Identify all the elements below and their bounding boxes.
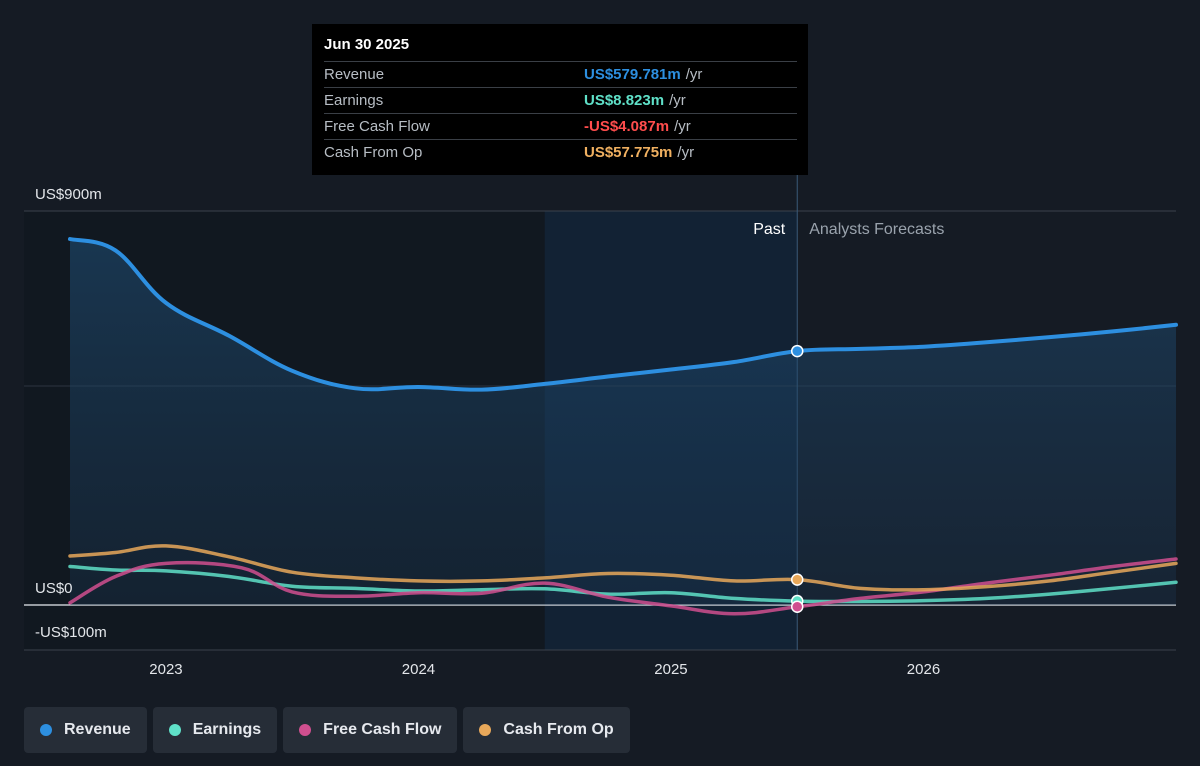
tooltip-label: Revenue [324,66,385,83]
y-tick-label: -US$100m [35,624,107,641]
tooltip-unit: /yr [674,118,691,135]
legend-item-cash-from-op[interactable]: Cash From Op [463,707,630,753]
legend-dot-icon [479,724,492,736]
legend-item-free-cash-flow[interactable]: Free Cash Flow [283,707,458,753]
tooltip-value: -US$4.087m [584,118,670,135]
tooltip-unit: /yr [669,92,686,109]
tooltip-row-earnings: Earnings US$8.823m /yr [324,87,797,113]
tooltip-value: US$57.775m [584,144,673,161]
legend-label: Revenue [64,721,131,738]
tooltip-unit: /yr [677,144,695,161]
tooltip-row-revenue: Revenue US$579.781m /yr [324,61,797,87]
legend-dot-icon [40,724,52,736]
legend: Revenue Earnings Free Cash Flow Cash Fro… [24,707,636,753]
tooltip-row-cash-from-op: Cash From Op US$57.775m /yr [324,139,797,165]
legend-label: Free Cash Flow [323,721,442,738]
y-tick-label: US$900m [35,186,102,203]
region-label-past: Past [753,221,786,238]
legend-label: Earnings [192,721,262,738]
x-tick-label: 2025 [654,661,687,678]
marker-revenue [790,344,804,358]
legend-item-revenue[interactable]: Revenue [24,707,147,753]
legend-dot-icon [299,724,312,736]
y-tick-label: US$0 [35,580,73,597]
tooltip-label: Earnings [324,92,384,109]
x-tick-label: 2024 [402,661,435,678]
x-tick-label: 2023 [149,661,182,678]
legend-label: Cash From Op [503,721,614,738]
marker-free-cash-flow [790,600,804,614]
marker-cash-from-op [790,573,804,586]
tooltip-row-free-cash-flow: Free Cash Flow -US$4.087m /yr [324,113,797,139]
region-label-forecast: Analysts Forecasts [809,221,944,238]
legend-item-earnings[interactable]: Earnings [152,707,278,753]
tooltip-value: US$579.781m [584,66,681,83]
series-line-revenue [68,237,1178,392]
tooltip-label: Free Cash Flow [324,118,430,135]
series-line-cash-from-op [68,544,1178,592]
series-line-earnings [68,564,1178,604]
tooltip-value: US$8.823m [584,92,665,109]
revenue-area [70,239,1176,605]
x-tick-label: 2026 [907,661,940,678]
tooltip-date: Jun 30 2025 [324,36,410,53]
series-line-free-cash-flow [68,557,1178,616]
tooltip-label: Cash From Op [324,144,423,161]
legend-dot-icon [168,724,181,736]
tooltip-unit: /yr [685,66,703,83]
tooltip: Jun 30 2025 Revenue US$579.781m /yr Earn… [312,24,808,175]
